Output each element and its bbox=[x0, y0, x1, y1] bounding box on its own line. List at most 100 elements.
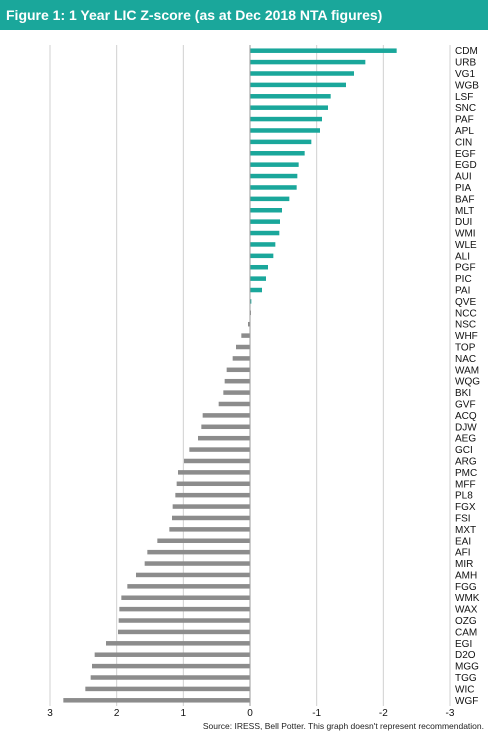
bar bbox=[250, 185, 297, 190]
bar bbox=[121, 595, 250, 600]
bar bbox=[127, 584, 250, 589]
source-note: Source: IRESS, Bell Potter. This graph d… bbox=[202, 721, 484, 731]
bar bbox=[169, 527, 250, 532]
category-label: AEG bbox=[455, 434, 476, 445]
category-label: NSC bbox=[455, 320, 476, 331]
category-label: PAF bbox=[455, 115, 474, 126]
bar bbox=[232, 356, 250, 361]
category-label: BAF bbox=[455, 194, 474, 205]
bar bbox=[236, 344, 250, 350]
bar bbox=[250, 219, 280, 224]
category-label: VG1 bbox=[455, 69, 475, 80]
category-label: MLT bbox=[455, 206, 474, 217]
category-label: QVE bbox=[455, 297, 476, 308]
x-tick-label: 1 bbox=[181, 708, 187, 719]
x-tick-label: -2 bbox=[379, 708, 388, 719]
category-label: D2O bbox=[455, 650, 476, 661]
category-label: MIR bbox=[455, 559, 473, 570]
bar bbox=[218, 401, 250, 407]
bar bbox=[250, 48, 397, 53]
category-label: APL bbox=[455, 126, 474, 137]
bar bbox=[175, 492, 250, 498]
category-label: EGI bbox=[455, 639, 472, 650]
bar bbox=[106, 641, 250, 646]
category-label: FGX bbox=[455, 502, 476, 513]
bar bbox=[250, 116, 322, 122]
category-label: PIA bbox=[455, 183, 471, 194]
category-label: URB bbox=[455, 58, 476, 69]
bar bbox=[250, 287, 262, 293]
bar bbox=[189, 447, 250, 452]
bar bbox=[250, 82, 346, 88]
bar bbox=[147, 549, 250, 555]
category-label: NAC bbox=[455, 354, 476, 365]
x-tick-label: -3 bbox=[446, 708, 455, 719]
bar bbox=[224, 378, 250, 384]
bar bbox=[85, 686, 250, 692]
category-label: EAI bbox=[455, 536, 471, 547]
category-label: PL8 bbox=[455, 491, 473, 502]
bar bbox=[172, 515, 250, 521]
bar bbox=[202, 413, 250, 418]
category-label: DJW bbox=[455, 422, 477, 433]
bar bbox=[250, 105, 328, 110]
category-label: WGF bbox=[455, 696, 478, 707]
bar bbox=[118, 618, 251, 623]
bar bbox=[250, 208, 282, 213]
category-label: PMC bbox=[455, 468, 477, 479]
bar bbox=[223, 390, 250, 395]
category-label: ACQ bbox=[455, 411, 477, 422]
bar bbox=[250, 173, 298, 179]
category-label: WQG bbox=[455, 377, 480, 388]
category-label: WAX bbox=[455, 605, 478, 616]
category-label: TOP bbox=[455, 343, 476, 354]
bar bbox=[250, 196, 290, 202]
category-label: WMI bbox=[455, 229, 476, 240]
bar bbox=[144, 561, 250, 566]
bar-chart: CDMURBVG1WGBLSFSNCPAFAPLCINEGFEGDAUIPIAB… bbox=[47, 45, 480, 719]
x-tick-label: 3 bbox=[47, 708, 53, 719]
category-label: BKI bbox=[455, 388, 471, 399]
bar bbox=[94, 652, 251, 657]
bar bbox=[184, 458, 250, 464]
category-label: LSF bbox=[455, 92, 473, 103]
bar bbox=[250, 128, 320, 133]
bar bbox=[198, 435, 250, 441]
category-label: MXT bbox=[455, 525, 476, 536]
category-label: WHF bbox=[455, 331, 478, 342]
bar bbox=[250, 71, 354, 76]
category-label: MGG bbox=[455, 662, 479, 673]
bar bbox=[119, 606, 250, 612]
category-label: MFF bbox=[455, 479, 476, 490]
bar bbox=[90, 675, 251, 680]
bar bbox=[92, 663, 250, 669]
category-label: DUI bbox=[455, 217, 472, 228]
category-label: AUI bbox=[455, 172, 472, 183]
category-label: GCI bbox=[455, 445, 473, 456]
category-label: WLE bbox=[455, 240, 477, 251]
bar bbox=[250, 242, 276, 247]
category-label: ARG bbox=[455, 456, 477, 467]
x-tick-label: -1 bbox=[312, 708, 321, 719]
category-label: WMK bbox=[455, 593, 480, 604]
category-label: ALI bbox=[455, 251, 470, 262]
bar bbox=[201, 424, 250, 430]
bar bbox=[250, 230, 280, 236]
category-label: PGF bbox=[455, 263, 476, 274]
bar bbox=[248, 321, 250, 327]
category-label: WAM bbox=[455, 365, 479, 376]
category-label: FSI bbox=[455, 513, 471, 524]
bar bbox=[172, 504, 250, 509]
category-label: WIC bbox=[455, 684, 474, 695]
category-label: CAM bbox=[455, 627, 477, 638]
x-tick-label: 0 bbox=[247, 708, 253, 719]
bar bbox=[241, 333, 250, 338]
bar bbox=[250, 59, 366, 65]
category-label: CDM bbox=[455, 46, 478, 57]
category-label: AMH bbox=[455, 570, 477, 581]
bar bbox=[250, 253, 274, 259]
bar bbox=[250, 276, 266, 281]
bar bbox=[250, 264, 268, 270]
bar bbox=[250, 139, 312, 145]
x-tick-label: 2 bbox=[114, 708, 120, 719]
